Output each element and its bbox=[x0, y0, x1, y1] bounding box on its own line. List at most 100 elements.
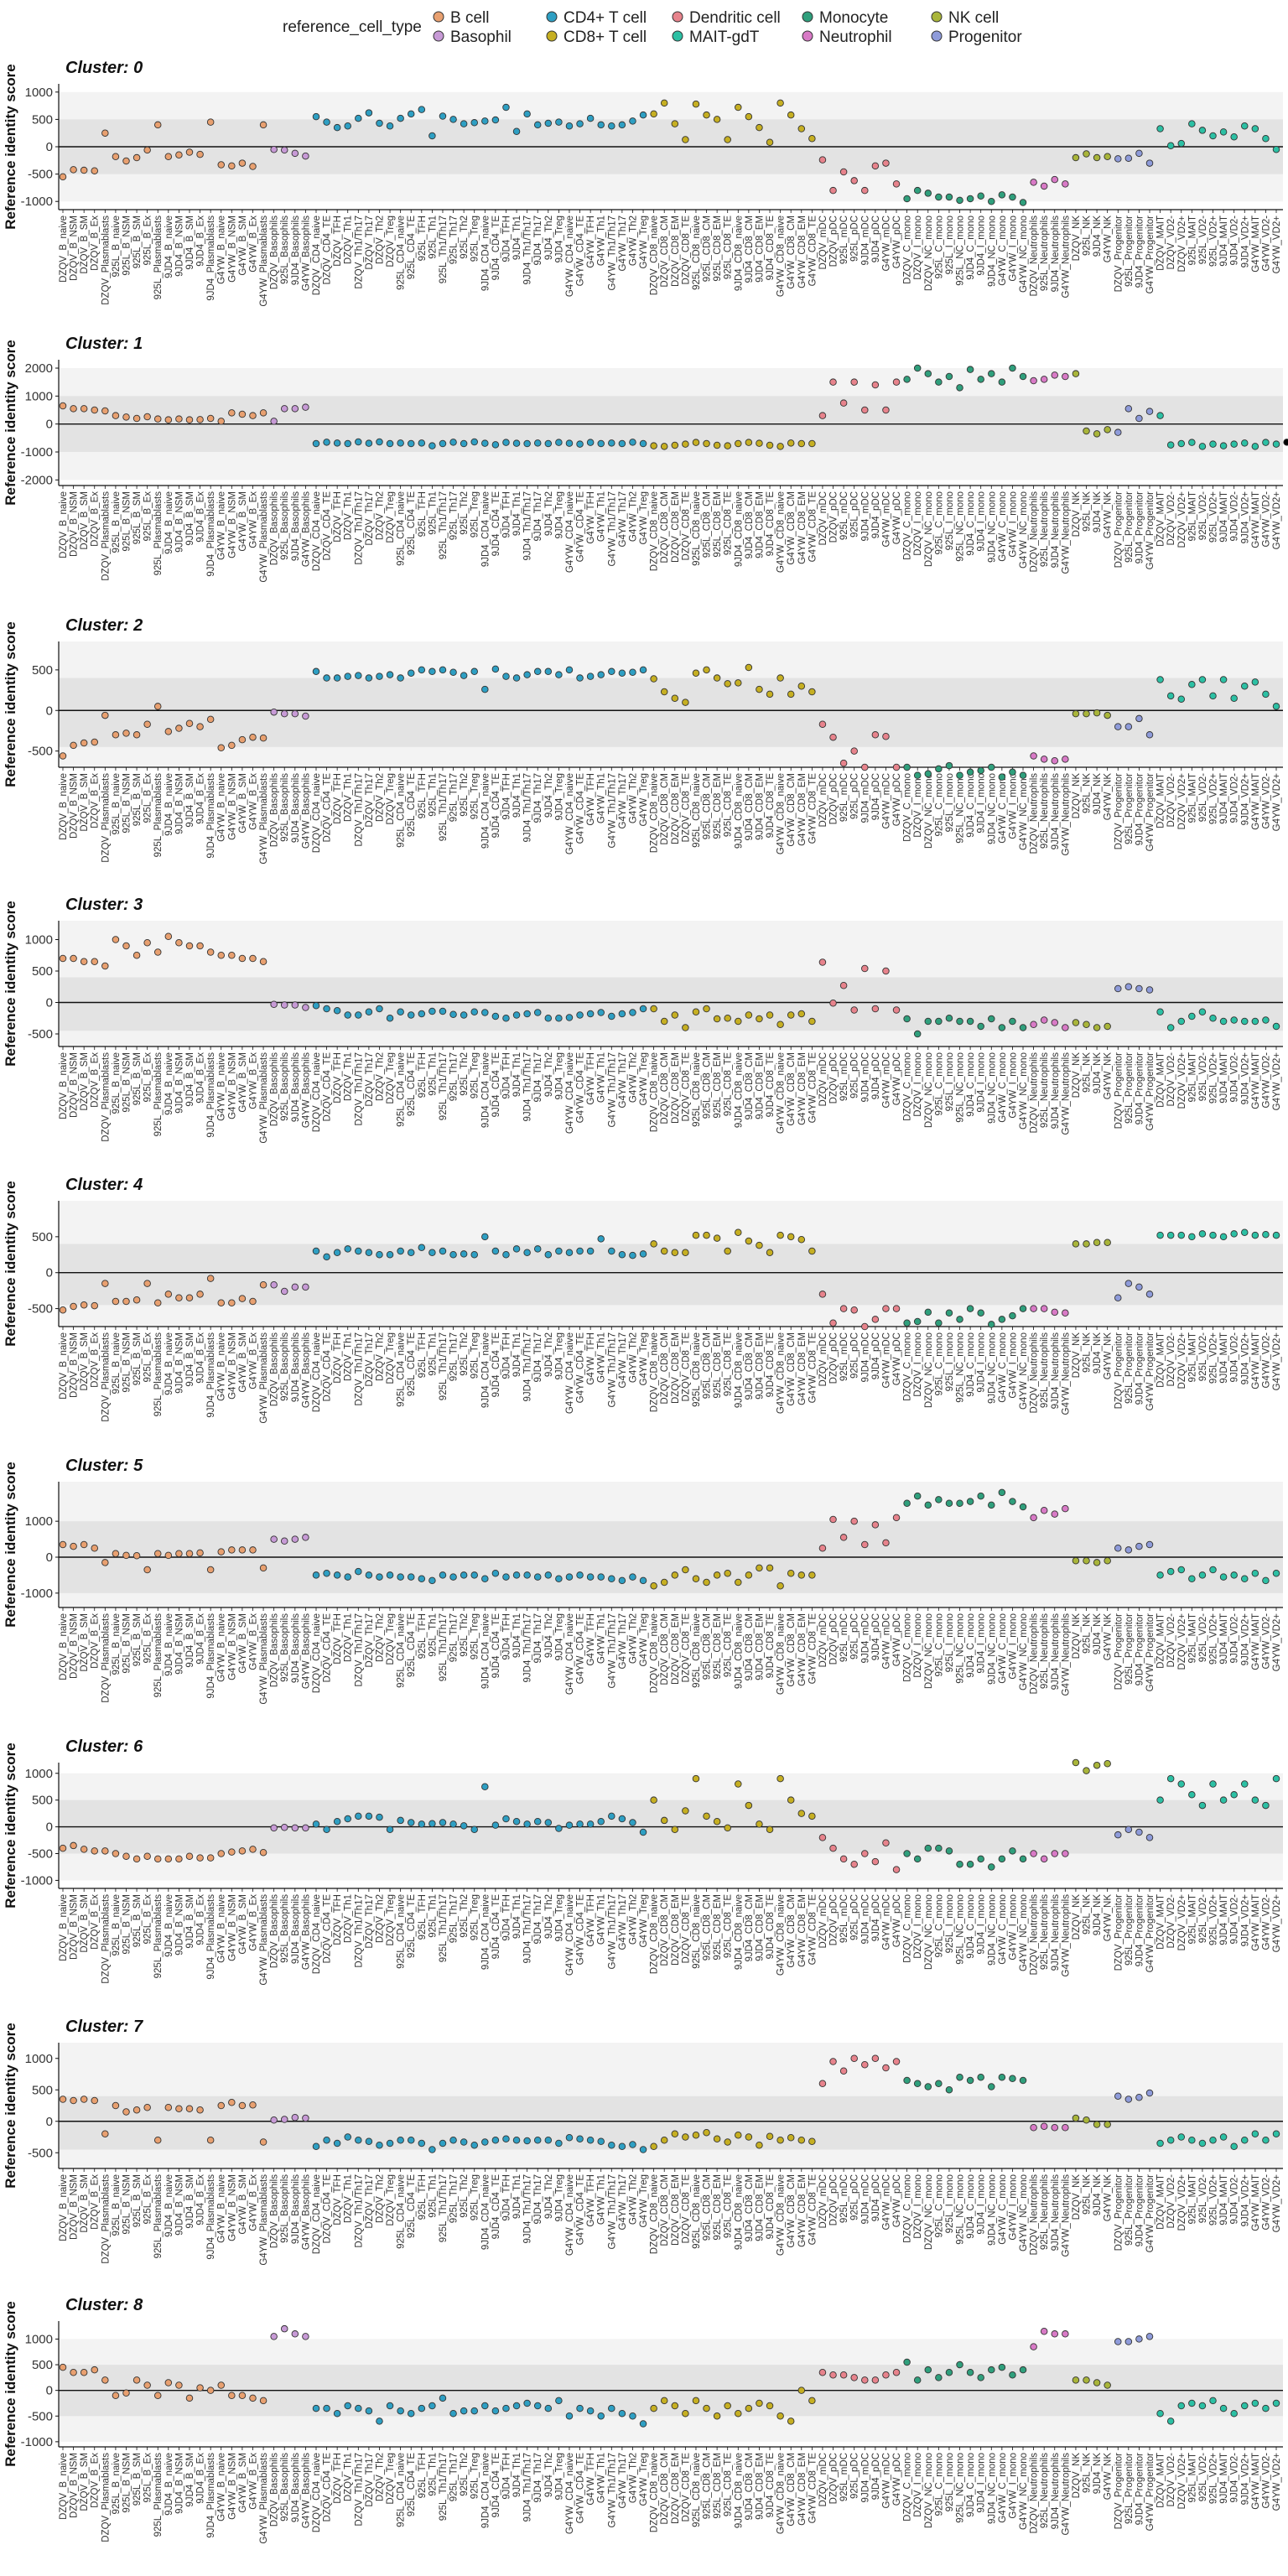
x-tick-label: DZQV_CD8_TE bbox=[681, 1613, 691, 1683]
x-tick-label: 9JD4_CD8_EM bbox=[755, 491, 765, 558]
panel-title: Cluster: 3 bbox=[65, 896, 143, 914]
data-point bbox=[586, 2407, 595, 2415]
data-point bbox=[481, 1783, 489, 1790]
x-tick-label: 9JD4_CD8_EM bbox=[755, 1613, 765, 1680]
x-tick-label: 9JD4_Basophils bbox=[291, 216, 301, 285]
x-tick-label: G4YW_Th1/Th17 bbox=[607, 1052, 617, 1127]
x-tick-label: DZQV_Plasmablasts bbox=[101, 1894, 111, 1984]
data-point bbox=[1156, 2139, 1164, 2148]
x-tick-label: DZQV_Th1/Th17 bbox=[354, 1052, 364, 1126]
data-point bbox=[153, 1855, 162, 1863]
data-point bbox=[1083, 2376, 1090, 2384]
x-tick-label: 925L_CD8_CM bbox=[703, 491, 713, 558]
y-tick-label: 1000 bbox=[25, 1767, 53, 1781]
x-tick-label: G4YW_Th2 bbox=[628, 2453, 638, 2503]
data-point bbox=[839, 2371, 848, 2379]
data-point bbox=[1072, 153, 1080, 162]
data-point bbox=[629, 2412, 636, 2420]
data-point bbox=[512, 1245, 521, 1253]
data-point bbox=[1283, 439, 1288, 446]
data-point bbox=[977, 1309, 984, 1317]
x-tick-label: 9JD4_B_NSM bbox=[174, 216, 184, 277]
data-point bbox=[682, 1807, 689, 1815]
data-point bbox=[808, 134, 816, 143]
x-tick-label: DZQV_pDC bbox=[829, 1894, 839, 1945]
data-point bbox=[132, 1296, 141, 1304]
data-point bbox=[91, 406, 98, 414]
x-tick-label: G4YW_CD8_naive bbox=[776, 216, 787, 297]
data-point bbox=[988, 1321, 995, 1328]
x-tick-label: DZQV_pDC bbox=[829, 2453, 839, 2504]
data-point bbox=[818, 1291, 827, 1298]
x-tick-label: DZQV_Th1 bbox=[344, 2174, 354, 2223]
data-point bbox=[365, 2407, 373, 2415]
data-point bbox=[206, 715, 215, 724]
data-point bbox=[428, 1576, 436, 1585]
data-point bbox=[576, 440, 584, 448]
data-point bbox=[1135, 2093, 1143, 2101]
data-point bbox=[101, 129, 109, 137]
x-tick-label: DZQV_CD8_naive bbox=[650, 2453, 660, 2532]
x-tick-label: 9JD4_CD8_TE bbox=[766, 1894, 776, 1960]
data-point bbox=[249, 954, 257, 963]
x-tick-label: 925L_CD8_EM bbox=[713, 216, 723, 282]
y-axis-title: Reference identity score bbox=[3, 1181, 18, 1346]
data-point bbox=[449, 1820, 457, 1828]
x-tick-label: G4YW_CD4_naive bbox=[565, 2453, 575, 2534]
x-tick-label: G4YW_VD2- bbox=[1261, 2453, 1271, 2509]
data-point bbox=[59, 954, 67, 963]
x-tick-label: DZQV_VD2- bbox=[1166, 2174, 1176, 2229]
data-point bbox=[280, 1001, 288, 1009]
data-point bbox=[122, 2108, 130, 2116]
data-point bbox=[1124, 1826, 1133, 1834]
data-point bbox=[935, 1496, 943, 1504]
x-tick-label: DZQV_Plasmablasts bbox=[101, 1332, 111, 1422]
x-tick-label: 925L_B_SM bbox=[132, 216, 143, 268]
data-point bbox=[618, 1815, 626, 1823]
data-point bbox=[523, 671, 531, 678]
x-tick-label: DZQV_NK bbox=[1072, 773, 1082, 819]
y-tick-label: -1000 bbox=[21, 2435, 53, 2449]
legend-label-8: NK cell bbox=[948, 9, 999, 27]
data-point bbox=[355, 1812, 362, 1820]
x-tick-label: 9JD4_I_mono bbox=[977, 491, 987, 552]
x-tick-label: 9JD4_Progenitor bbox=[1135, 2174, 1145, 2246]
x-tick-label: 925L_CD8_EM bbox=[713, 1894, 723, 1961]
data-point bbox=[1145, 1540, 1154, 1549]
data-point bbox=[861, 763, 869, 771]
data-point bbox=[977, 1855, 984, 1863]
data-point bbox=[217, 744, 225, 752]
data-point bbox=[1104, 1760, 1111, 1768]
x-tick-label: 925L_Neutrophils bbox=[1040, 1894, 1050, 1970]
data-point bbox=[808, 2397, 816, 2405]
x-tick-label: 925L_Progenitor bbox=[1124, 773, 1135, 844]
x-tick-label: 9JD4_Th17 bbox=[533, 2453, 543, 2502]
data-point bbox=[344, 1011, 351, 1019]
data-point bbox=[291, 149, 299, 158]
data-point bbox=[418, 1010, 426, 1018]
data-point bbox=[1040, 182, 1048, 190]
x-tick-label: 9JD4_MAIT bbox=[1219, 1332, 1229, 1384]
x-tick-label: 925L_CD8_CM bbox=[703, 2453, 713, 2519]
data-point bbox=[1251, 678, 1259, 686]
data-point bbox=[935, 1319, 943, 1327]
data-point bbox=[460, 2138, 468, 2146]
x-tick-label: DZQV_Th1/Th17 bbox=[354, 1613, 364, 1687]
x-tick-label: 925L_pDC bbox=[850, 1052, 860, 1098]
x-tick-label: 925L_B_NSM bbox=[122, 1052, 132, 1113]
data-point bbox=[1062, 1850, 1069, 1857]
data-point bbox=[1198, 1571, 1207, 1579]
data-point bbox=[312, 1571, 320, 1579]
data-point bbox=[91, 2366, 98, 2374]
data-point bbox=[185, 1852, 194, 1860]
data-point bbox=[1104, 153, 1111, 160]
data-point bbox=[555, 671, 563, 678]
data-point bbox=[808, 1571, 816, 1579]
data-point bbox=[302, 1534, 309, 1541]
data-point bbox=[460, 439, 468, 448]
data-point bbox=[344, 2133, 351, 2141]
data-point bbox=[1177, 1017, 1186, 1026]
x-tick-label: G4YW_CD4_naive bbox=[565, 1052, 575, 1134]
data-point bbox=[228, 951, 236, 959]
